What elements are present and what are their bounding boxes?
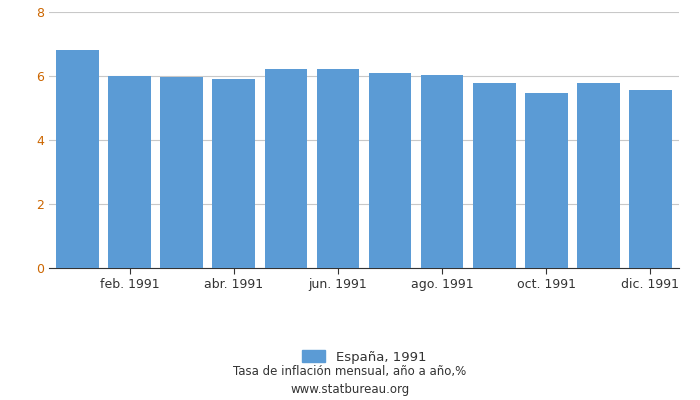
Bar — [56, 50, 99, 268]
Bar — [265, 69, 307, 268]
Bar — [213, 78, 255, 268]
Bar — [369, 73, 412, 268]
Bar — [160, 77, 203, 268]
Bar — [629, 90, 672, 268]
Bar — [316, 69, 359, 268]
Bar — [108, 76, 151, 268]
Bar — [421, 75, 463, 268]
Bar — [473, 83, 515, 268]
Bar — [577, 83, 620, 268]
Bar — [525, 93, 568, 268]
Legend: España, 1991: España, 1991 — [296, 344, 432, 369]
Text: www.statbureau.org: www.statbureau.org — [290, 383, 410, 396]
Text: Tasa de inflación mensual, año a año,%: Tasa de inflación mensual, año a año,% — [233, 365, 467, 378]
